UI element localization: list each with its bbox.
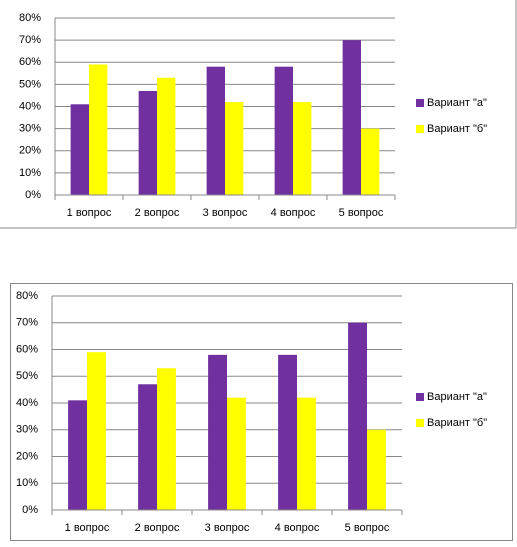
bar (293, 102, 312, 195)
bar (297, 397, 316, 510)
legend-label: Вариант "а" (427, 391, 487, 403)
bar (227, 397, 246, 510)
y-tick-label: 20% (16, 450, 38, 462)
legend-swatch (416, 99, 424, 107)
legend-label: Вариант "а" (427, 97, 487, 109)
y-tick-label: 30% (19, 123, 41, 135)
y-tick-label: 60% (16, 343, 38, 355)
bar (367, 429, 386, 510)
y-tick-label: 60% (19, 56, 41, 68)
bar (278, 354, 297, 510)
y-tick-label: 10% (16, 477, 38, 489)
y-tick-label: 20% (19, 145, 41, 157)
y-tick-label: 70% (16, 317, 38, 329)
bar (157, 77, 176, 195)
x-tick-label: 5 вопрос (345, 522, 390, 534)
bar (138, 91, 157, 195)
bar (361, 128, 380, 195)
bar (157, 368, 176, 510)
y-tick-label: 70% (19, 34, 41, 46)
legend-swatch (416, 393, 424, 401)
legend-label: Вариант "б" (427, 123, 487, 135)
bar (208, 354, 227, 510)
chart-border (10, 283, 513, 541)
y-tick-label: 80% (16, 290, 38, 302)
y-tick-label: 50% (16, 370, 38, 382)
bar (225, 102, 244, 195)
y-tick-label: 30% (16, 424, 38, 436)
bar (138, 384, 157, 510)
y-tick-label: 0% (25, 189, 41, 201)
x-tick-label: 2 вопрос (135, 522, 180, 534)
y-tick-label: 10% (19, 167, 41, 179)
bar (206, 66, 225, 195)
x-tick-label: 3 вопрос (203, 207, 248, 219)
legend-swatch (416, 419, 424, 427)
y-tick-label: 40% (16, 397, 38, 409)
bar (348, 322, 367, 510)
legend-swatch (416, 125, 424, 133)
x-tick-label: 1 вопрос (67, 207, 112, 219)
y-tick-label: 40% (19, 100, 41, 112)
bar (89, 64, 108, 196)
y-tick-label: 50% (19, 78, 41, 90)
bar (87, 352, 106, 510)
bar (274, 66, 293, 195)
bar (70, 104, 89, 195)
x-tick-label: 4 вопрос (271, 207, 316, 219)
y-tick-label: 0% (22, 504, 38, 516)
x-tick-label: 5 вопрос (339, 207, 384, 219)
bar (342, 40, 361, 195)
x-tick-label: 2 вопрос (135, 207, 180, 219)
x-tick-label: 3 вопрос (205, 522, 250, 534)
x-tick-label: 1 вопрос (65, 522, 110, 534)
legend-label: Вариант "б" (427, 417, 487, 429)
x-tick-label: 4 вопрос (275, 522, 320, 534)
y-tick-label: 80% (19, 12, 41, 24)
bar (68, 400, 87, 510)
